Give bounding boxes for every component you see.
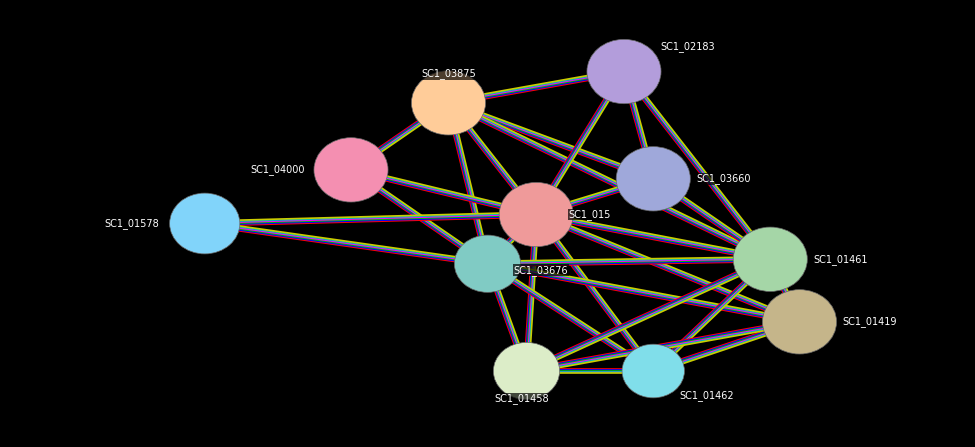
- Text: SC1_01462: SC1_01462: [680, 390, 734, 401]
- Text: SC1_01461: SC1_01461: [813, 254, 868, 265]
- Text: SC1_02183: SC1_02183: [660, 42, 715, 52]
- Text: SC1_04000: SC1_04000: [251, 164, 305, 175]
- Text: SC1_03676: SC1_03676: [514, 265, 568, 276]
- Ellipse shape: [762, 290, 837, 354]
- Ellipse shape: [314, 138, 388, 202]
- Ellipse shape: [493, 342, 560, 400]
- Text: SC1_03875: SC1_03875: [421, 68, 476, 79]
- Ellipse shape: [170, 193, 240, 254]
- Text: SC1_01458: SC1_01458: [494, 393, 549, 404]
- Ellipse shape: [616, 147, 690, 211]
- Text: SC1_01419: SC1_01419: [842, 316, 897, 327]
- Text: SC1_01578: SC1_01578: [104, 218, 159, 229]
- Text: SC1_03660: SC1_03660: [696, 173, 751, 184]
- Ellipse shape: [587, 39, 661, 104]
- Ellipse shape: [499, 182, 573, 247]
- Text: SC1_015: SC1_015: [568, 209, 611, 220]
- Ellipse shape: [454, 235, 521, 292]
- Ellipse shape: [733, 227, 807, 291]
- Ellipse shape: [622, 344, 684, 398]
- Ellipse shape: [411, 71, 486, 135]
